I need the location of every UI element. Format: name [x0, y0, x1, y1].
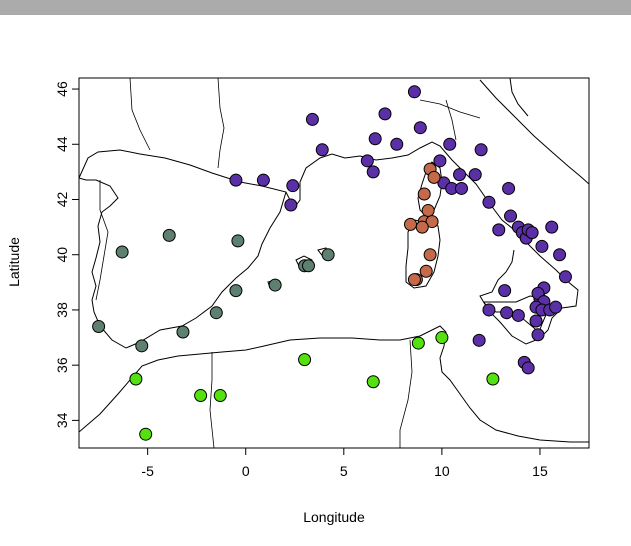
data-point: [360, 154, 374, 168]
data-point: [321, 248, 335, 262]
data-point: [549, 300, 563, 314]
data-point: [302, 259, 315, 273]
data-point: [492, 223, 506, 237]
x-axis-title: Longitude: [303, 509, 365, 525]
data-point: [525, 226, 539, 240]
y-tick-label: 34: [54, 412, 70, 428]
data-point: [504, 209, 518, 223]
data-point: [366, 165, 380, 179]
data-point: [390, 137, 404, 151]
data-point: [419, 264, 433, 278]
y-tick-label: 40: [54, 247, 70, 263]
data-point: [194, 389, 208, 403]
plot-frame: [78, 77, 590, 449]
data-point: [115, 245, 129, 259]
data-point: [378, 107, 392, 121]
y-tick-label: 42: [54, 191, 70, 207]
x-tick-label: -5: [141, 463, 154, 479]
data-point: [411, 336, 425, 350]
y-tick-label: 38: [54, 302, 70, 318]
data-point: [511, 308, 525, 322]
data-point: [413, 121, 427, 135]
data-point: [455, 181, 468, 195]
data-point: [209, 306, 223, 320]
coastline-map: [79, 78, 589, 448]
data-point: [284, 198, 298, 212]
data-point: [135, 339, 149, 353]
data-point: [443, 137, 457, 151]
data-point: [286, 179, 300, 193]
data-point: [472, 333, 486, 347]
data-point: [545, 220, 559, 234]
data-points: [92, 85, 572, 441]
data-point: [425, 215, 439, 229]
y-tick-label: 44: [54, 136, 70, 152]
x-tick-label: 10: [434, 463, 450, 479]
x-tick-label: 15: [532, 463, 548, 479]
x-tick-label: 5: [340, 463, 348, 479]
data-point: [231, 234, 245, 248]
data-point: [421, 204, 435, 218]
data-point: [435, 331, 449, 345]
x-tick-label: 0: [242, 463, 250, 479]
data-point: [521, 361, 535, 375]
data-point: [486, 372, 500, 386]
data-point: [474, 143, 488, 157]
data-point: [407, 273, 421, 287]
data-point: [268, 278, 282, 292]
window-top-bar: [0, 0, 631, 15]
data-point: [176, 325, 190, 339]
data-point: [500, 306, 514, 320]
data-point: [139, 427, 153, 441]
data-point: [229, 173, 243, 187]
data-point: [404, 217, 417, 231]
data-point: [553, 248, 567, 262]
y-tick-label: 46: [54, 81, 70, 97]
data-point: [256, 173, 270, 187]
data-point: [229, 284, 243, 298]
data-point: [305, 112, 319, 126]
data-point: [529, 314, 543, 328]
data-point: [423, 248, 437, 262]
data-point: [407, 85, 421, 99]
data-point: [162, 228, 176, 242]
y-axis: 34 36 38 40 42 44 46: [54, 81, 79, 428]
x-axis: -5 0 5 10 15: [141, 448, 548, 479]
data-point: [368, 132, 382, 146]
data-point: [298, 353, 312, 367]
data-point: [415, 220, 429, 234]
data-point: [531, 328, 545, 342]
data-point: [417, 187, 431, 201]
data-point: [498, 284, 512, 298]
data-point: [482, 195, 496, 209]
y-tick-label: 36: [54, 357, 70, 373]
data-point: [468, 168, 482, 182]
data-point: [558, 270, 572, 284]
data-point: [92, 320, 106, 334]
data-point: [315, 143, 329, 157]
data-point: [427, 170, 441, 184]
data-point: [502, 181, 516, 195]
data-point: [433, 154, 447, 168]
data-point: [482, 303, 496, 317]
data-point: [366, 375, 380, 389]
data-point: [535, 239, 549, 253]
data-point: [129, 372, 143, 386]
y-axis-title: Latitude: [6, 237, 22, 287]
data-point: [453, 168, 467, 182]
data-point: [213, 389, 227, 403]
